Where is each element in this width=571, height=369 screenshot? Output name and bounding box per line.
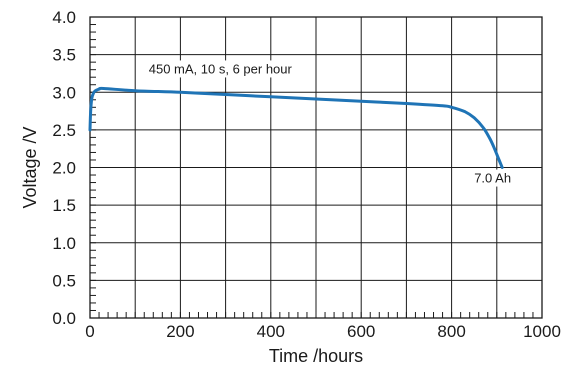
grid bbox=[90, 17, 542, 318]
y-tick-label: 2.0 bbox=[52, 159, 76, 178]
voltage-series-line bbox=[88, 86, 504, 169]
y-tick-label: 3.0 bbox=[52, 83, 76, 102]
x-tick-labels: 0 200 400 600 800 1000 bbox=[85, 322, 561, 341]
x-tick-label: 200 bbox=[166, 322, 194, 341]
y-tick-label: 0.0 bbox=[52, 309, 76, 328]
y-axis-title: Voltage /V bbox=[20, 126, 40, 208]
y-tick-label: 2.5 bbox=[52, 121, 76, 140]
y-tick-label: 0.5 bbox=[52, 271, 76, 290]
x-tick-label: 0 bbox=[85, 322, 94, 341]
x-tick-label: 1000 bbox=[523, 322, 561, 341]
x-tick-label: 600 bbox=[347, 322, 375, 341]
annotations: 450 mA, 10 s, 6 per hour 7.0 Ah bbox=[146, 60, 514, 187]
annotation-background bbox=[472, 169, 514, 187]
x-tick-label: 800 bbox=[437, 322, 465, 341]
annotation: 7.0 Ah bbox=[472, 169, 514, 187]
y-tick-label: 1.5 bbox=[52, 196, 76, 215]
y-tick-label: 3.5 bbox=[52, 46, 76, 65]
y-tick-label: 1.0 bbox=[52, 234, 76, 253]
annotation: 450 mA, 10 s, 6 per hour bbox=[146, 60, 295, 78]
plot-frame bbox=[89, 16, 543, 319]
y-tick-label: 4.0 bbox=[52, 8, 76, 27]
x-tick-label: 400 bbox=[257, 322, 285, 341]
annotation-text: 7.0 Ah bbox=[474, 171, 511, 186]
annotation-background bbox=[146, 60, 295, 78]
x-axis-title: Time /hours bbox=[269, 346, 363, 366]
y-tick-labels: 0.0 0.5 1.0 1.5 2.0 2.5 3.0 3.5 4.0 bbox=[52, 8, 76, 328]
annotation-text: 450 mA, 10 s, 6 per hour bbox=[149, 61, 293, 76]
